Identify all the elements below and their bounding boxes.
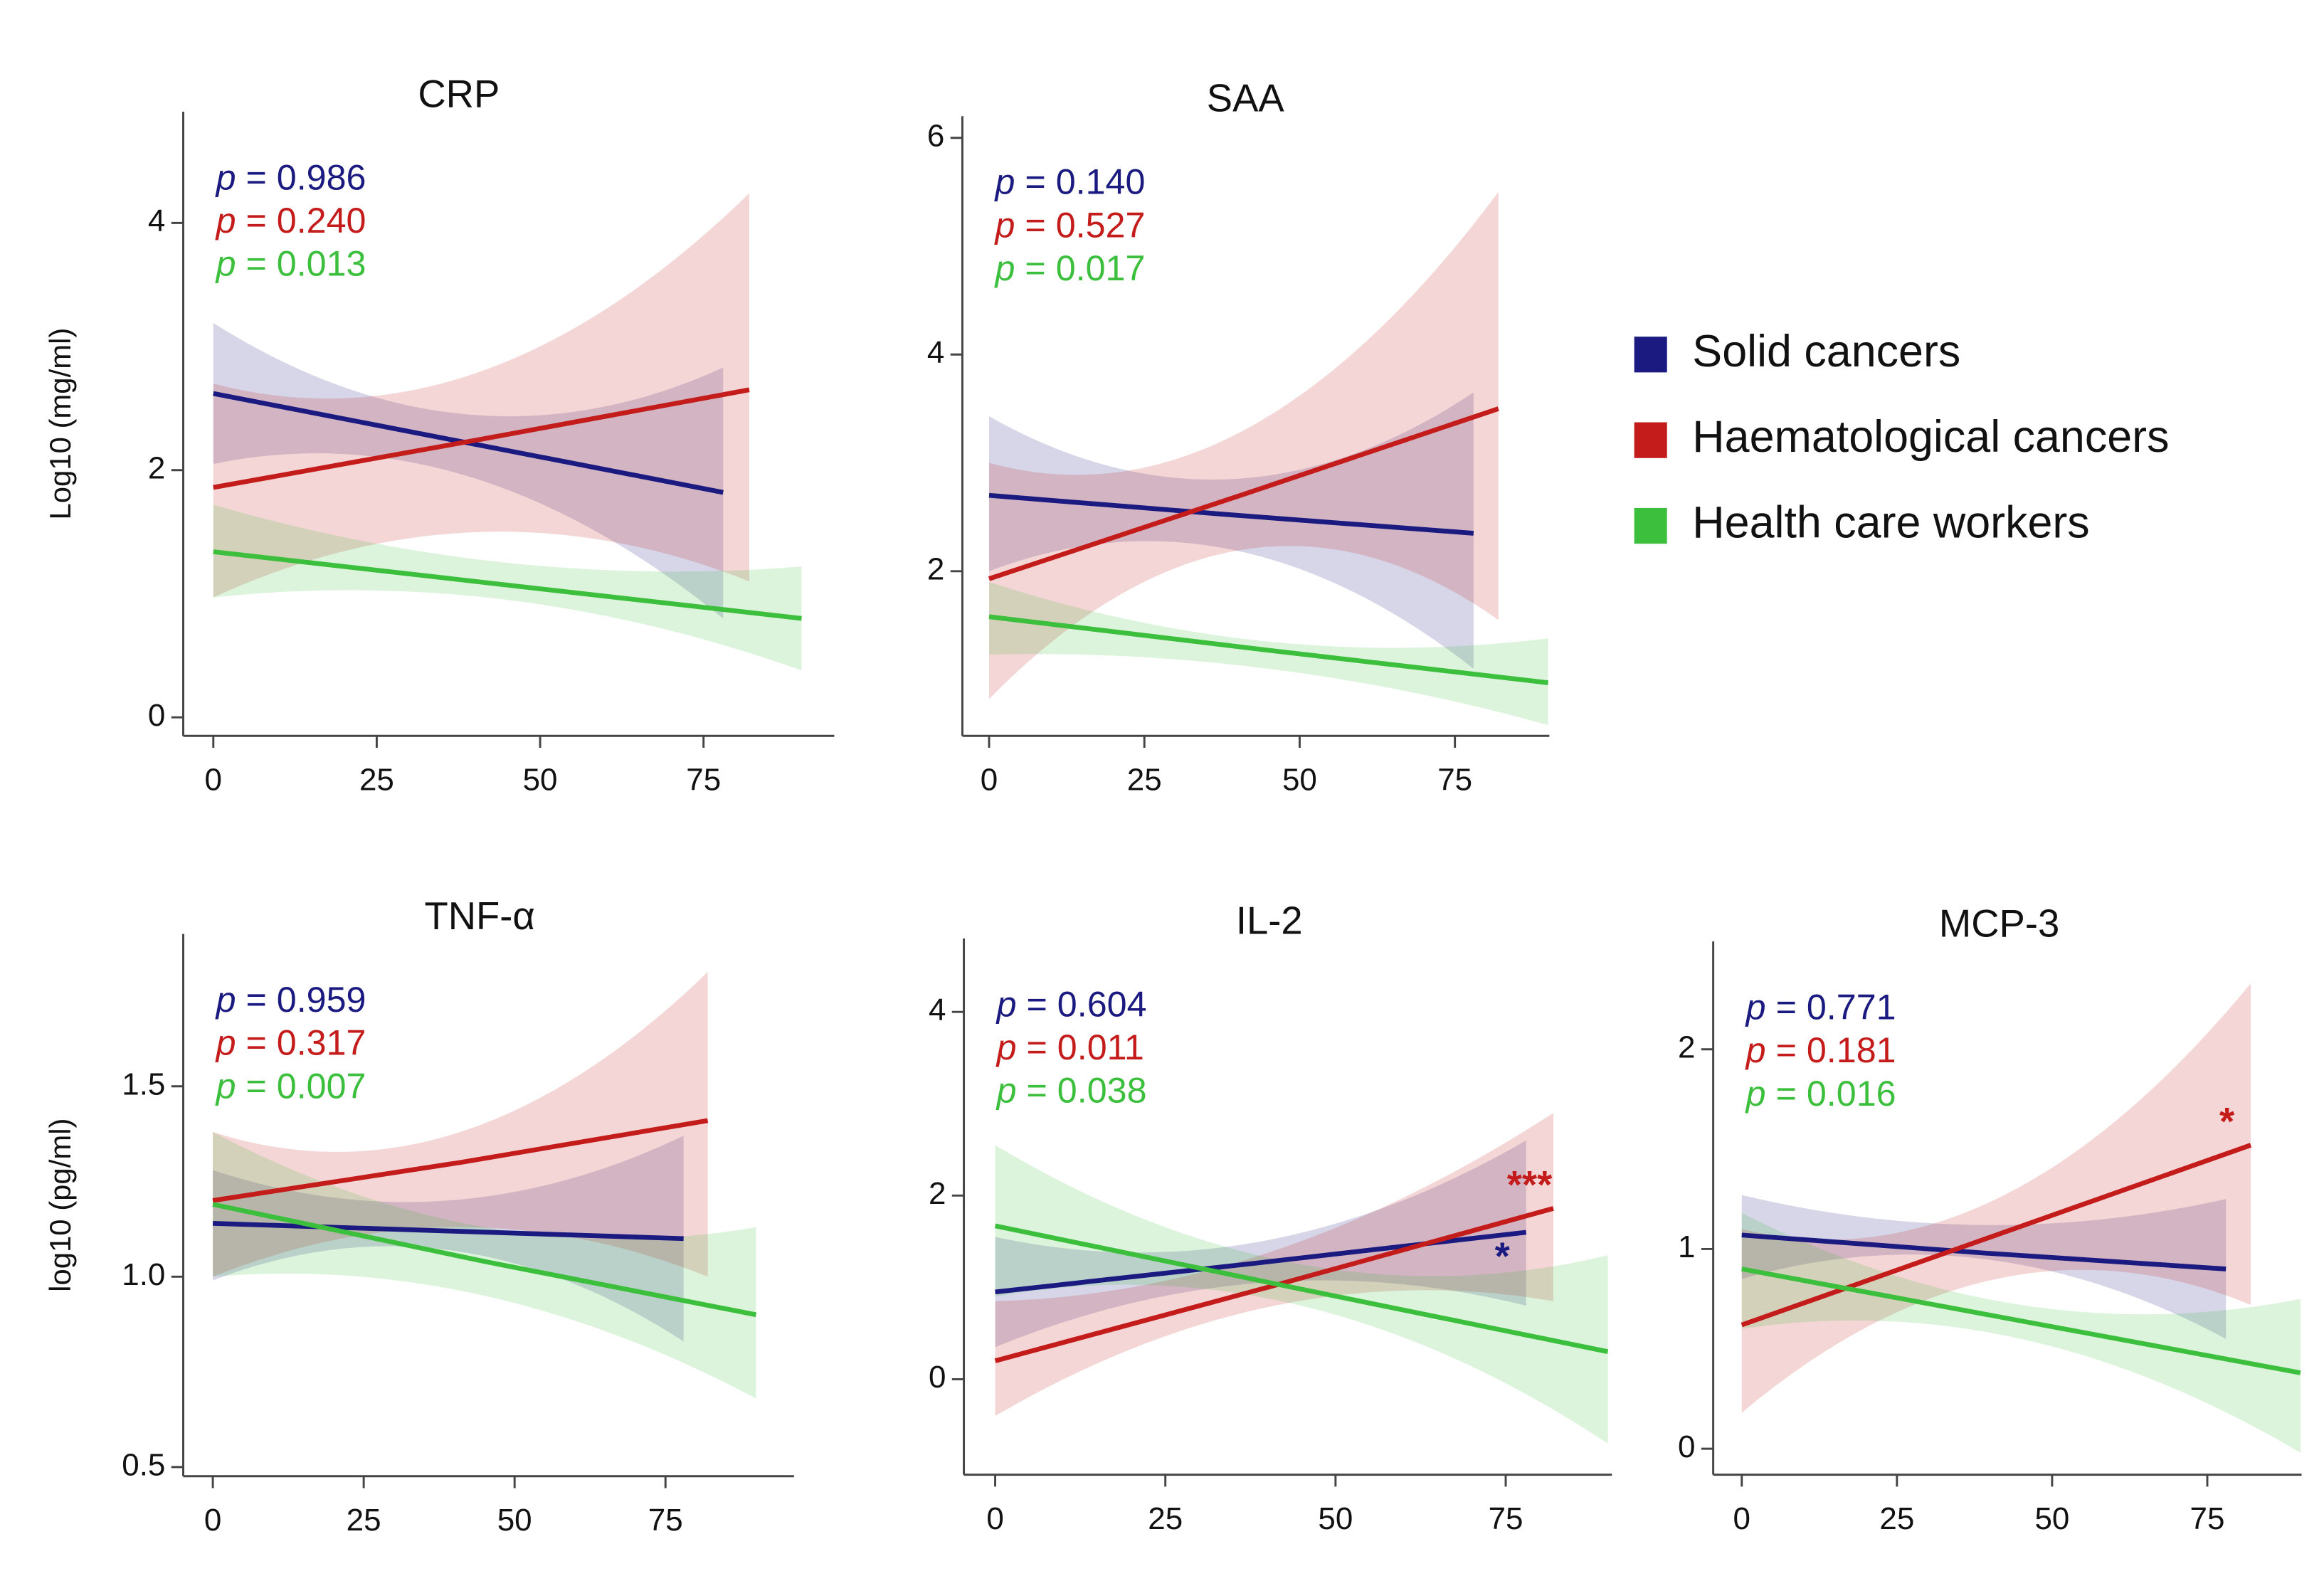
regression-line (212, 1118, 709, 1203)
panel-title: SAA (1207, 77, 1285, 120)
regression-line (213, 549, 802, 621)
p-value: p = 0.959 (215, 980, 366, 1020)
y-tick-label: 6 (927, 118, 944, 153)
confidence-band (213, 323, 724, 619)
confidence-band (213, 1131, 756, 1399)
y-tick-label: 0 (929, 1360, 946, 1395)
regression-line (988, 614, 1548, 685)
y-axis-label: Log10 (mg/ml) (43, 328, 77, 520)
x-tick-label: 0 (1733, 1501, 1750, 1536)
p-value: p = 0.527 (994, 206, 1146, 245)
legend-swatch (1634, 507, 1667, 544)
p-value: p = 0.986 (215, 158, 366, 198)
confidence-band (1741, 1195, 2227, 1339)
x-tick-label: 25 (1127, 763, 1162, 798)
confidence-band (1741, 1212, 2301, 1453)
significance-label: *** (1507, 1163, 1553, 1206)
x-tick-label: 50 (1282, 763, 1317, 798)
y-tick-label: 1 (1678, 1229, 1695, 1264)
p-value: p = 0.011 (995, 1027, 1144, 1067)
legend-swatch (1634, 422, 1667, 458)
y-tick-label: 1.0 (122, 1257, 165, 1292)
legend-swatch (1634, 337, 1667, 373)
regression-line (212, 1202, 757, 1318)
confidence-band (1741, 983, 2251, 1413)
confidence-band (995, 1113, 1553, 1417)
confidence-band (988, 191, 1499, 699)
x-tick-label: 50 (523, 763, 558, 798)
y-tick-label: 2 (1678, 1030, 1695, 1064)
x-tick-label: 75 (648, 1503, 683, 1538)
confidence-band (995, 1145, 1608, 1444)
y-tick-label: 0 (1678, 1429, 1695, 1464)
x-tick-label: 50 (497, 1503, 532, 1538)
panel-title: TNF-α (424, 894, 534, 938)
regression-line (988, 406, 1499, 581)
panel-title: CRP (418, 72, 500, 115)
legend-label: Haematological cancers (1692, 412, 2169, 462)
p-value: p = 0.771 (1745, 988, 1896, 1027)
x-tick-label: 75 (686, 763, 721, 798)
p-value: p = 0.181 (1745, 1030, 1896, 1070)
significance-label: * (2219, 1100, 2235, 1143)
p-value: p = 0.016 (1745, 1074, 1896, 1114)
legend-label: Health care workers (1692, 498, 2089, 548)
y-tick-label: 2 (927, 551, 944, 586)
y-tick-label: 1.5 (122, 1067, 165, 1101)
y-tick-label: 0 (148, 698, 165, 733)
confidence-band (988, 392, 1474, 669)
regression-line (1741, 1143, 2252, 1328)
x-tick-label: 0 (981, 763, 998, 798)
x-tick-label: 25 (1879, 1501, 1914, 1536)
confidence-band (995, 1140, 1526, 1348)
y-tick-label: 4 (927, 335, 944, 370)
y-tick-label: 4 (929, 993, 946, 1027)
p-value: p = 0.013 (215, 244, 366, 284)
x-tick-label: 75 (2190, 1501, 2225, 1536)
regression-line (213, 387, 750, 490)
x-tick-label: 0 (204, 1503, 221, 1538)
x-tick-label: 50 (2034, 1501, 2069, 1536)
confidence-band (213, 1136, 684, 1342)
regression-line (1741, 1266, 2301, 1375)
x-tick-label: 0 (205, 763, 222, 798)
regression-line (988, 492, 1474, 536)
x-tick-label: 75 (1437, 763, 1472, 798)
confidence-band (213, 193, 750, 598)
x-tick-label: 25 (347, 1503, 381, 1538)
p-value: p = 0.317 (215, 1023, 366, 1063)
y-tick-label: 0.5 (122, 1447, 165, 1482)
p-value: p = 0.007 (215, 1067, 366, 1106)
p-value: p = 0.038 (995, 1071, 1147, 1111)
panel-title: MCP-3 (1939, 902, 2059, 946)
x-tick-label: 50 (1318, 1501, 1353, 1536)
y-tick-label: 4 (148, 203, 165, 238)
x-tick-label: 25 (359, 763, 394, 798)
regression-line (1741, 1232, 2227, 1271)
panel: 0.5 1.0 1.5 0 25 50 75 TNF-α log10 (pg/ml) p = 0.… (43, 894, 794, 1538)
legend-label: Solid cancers (1692, 327, 1960, 376)
p-value: p = 0.017 (994, 248, 1146, 288)
regression-line (212, 1221, 684, 1242)
x-tick-label: 75 (1489, 1501, 1523, 1536)
regression-line (994, 1223, 1609, 1354)
y-tick-label: 2 (929, 1176, 946, 1211)
confidence-band (213, 972, 708, 1277)
p-value: p = 0.240 (215, 201, 366, 240)
p-value: p = 0.604 (995, 985, 1147, 1025)
confidence-band (988, 582, 1548, 725)
confidence-band (213, 504, 802, 671)
p-value: p = 0.140 (994, 162, 1146, 202)
x-tick-label: 0 (986, 1501, 1003, 1536)
y-tick-label: 2 (148, 450, 165, 485)
significance-label: * (1495, 1234, 1511, 1278)
y-axis-label: log10 (pg/ml) (43, 1118, 77, 1292)
x-tick-label: 25 (1148, 1501, 1183, 1536)
panel-title: IL-2 (1236, 899, 1303, 942)
